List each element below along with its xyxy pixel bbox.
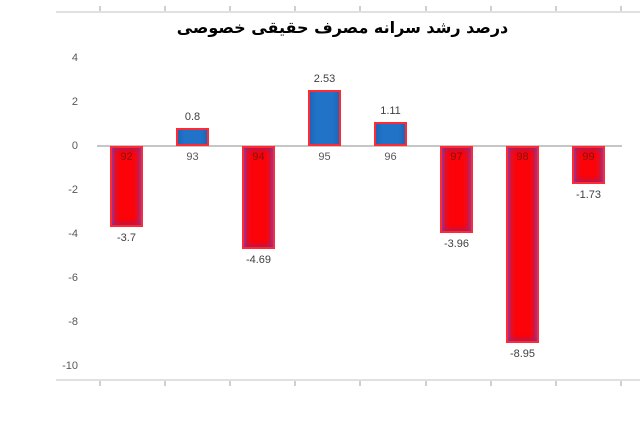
bar-value-label: 0.8: [184, 111, 201, 124]
axis-tick-mark: [359, 6, 361, 11]
bar-category-label: 97: [450, 151, 463, 163]
bar-value-label: -3.96: [443, 238, 470, 251]
axis-tick-mark: [555, 381, 557, 386]
plot-top-border: [56, 11, 640, 13]
y-axis-tick-label: 4: [71, 52, 78, 64]
axis-tick-mark: [425, 6, 427, 11]
bar-category-label: 96: [384, 151, 397, 163]
bar: [242, 146, 275, 250]
axis-tick-mark: [555, 6, 557, 11]
bar-category-label: 99: [582, 151, 595, 163]
y-axis-tick-label: -8: [68, 316, 78, 328]
bar: [440, 146, 473, 234]
bar-category-label: 92: [120, 151, 133, 163]
bar: [110, 146, 143, 228]
axis-tick-mark: [359, 381, 361, 386]
axis-tick-mark: [490, 6, 492, 11]
bar: [176, 128, 209, 146]
bar: [506, 146, 539, 343]
bar: [572, 146, 605, 185]
axis-tick-mark: [164, 381, 166, 386]
bar-value-label: -3.7: [117, 232, 136, 245]
bar-value-label: 2.53: [313, 73, 336, 86]
axis-tick-mark: [620, 381, 622, 386]
axis-tick-mark: [99, 381, 101, 386]
bar-category-label: 93: [186, 151, 199, 163]
axis-tick-mark: [229, 6, 231, 11]
y-axis-tick-label: -6: [68, 272, 78, 284]
axis-tick-mark: [294, 381, 296, 386]
bar-value-label: -8.95: [509, 347, 536, 360]
axis-tick-mark: [294, 6, 296, 11]
y-axis-tick-label: -2: [68, 184, 78, 196]
bar-value-label: -4.69: [245, 254, 272, 267]
x-axis-line: [56, 379, 640, 381]
y-axis-tick-label: 2: [71, 96, 78, 108]
axis-tick-mark: [164, 6, 166, 11]
bar-category-label: 95: [318, 151, 331, 163]
axis-tick-mark: [229, 381, 231, 386]
bar-category-label: 98: [516, 151, 529, 163]
y-axis-tick-label: -10: [62, 360, 78, 372]
axis-tick-mark: [490, 381, 492, 386]
axis-tick-mark: [99, 6, 101, 11]
bar-value-label: 1.11: [380, 104, 401, 117]
y-axis-tick-label: 0: [71, 140, 78, 152]
axis-tick-mark: [620, 6, 622, 11]
axis-tick-mark: [425, 381, 427, 386]
bar-category-label: 94: [252, 151, 265, 163]
chart-title: درصد رشد سرانه مصرف حقیقی خصوصی: [176, 18, 509, 37]
bar: [374, 121, 407, 146]
y-axis-tick-label: -4: [68, 228, 78, 240]
bar-value-label: -1.73: [575, 189, 602, 202]
bar: [308, 90, 341, 146]
zero-axis-line: [97, 145, 622, 147]
